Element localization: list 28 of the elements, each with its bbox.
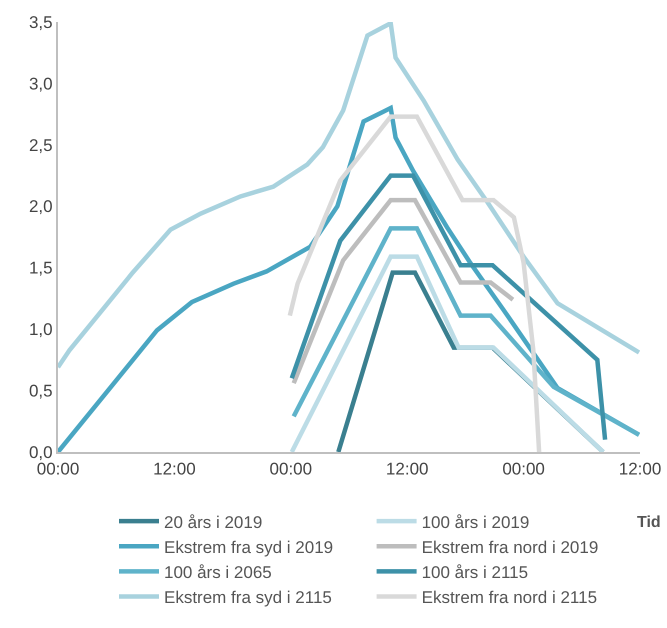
x-tick-label: 00:00 — [36, 459, 80, 478]
y-tick-label: 2,0 — [28, 197, 53, 216]
line-series — [58, 22, 640, 370]
legend-label: Ekstrem fra syd i 2115 — [164, 588, 332, 608]
line-series — [290, 173, 608, 442]
x-tick-label: 12:00 — [153, 459, 196, 478]
x-tick-label: 12:00 — [618, 459, 662, 478]
x-tick-label: 12:00 — [386, 459, 428, 478]
x-tick-label: 00:00 — [270, 459, 312, 478]
y-tick-label: 3,0 — [28, 74, 53, 94]
legend-label: 100 års i 2065 — [164, 562, 272, 582]
x-axis-title: Tid — [637, 514, 661, 531]
legend-label: Ekstrem fra syd i 2019 — [164, 538, 334, 557]
y-tick-label: 1,0 — [28, 320, 53, 340]
y-tick-label: 2,5 — [28, 136, 53, 155]
legend-label: 100 års i 2115 — [422, 562, 528, 582]
legend-label: Ekstrem fra nord i 2115 — [422, 588, 598, 608]
line-series — [291, 198, 516, 386]
y-tick-label: 0,5 — [28, 382, 53, 401]
legend-label: 100 års i 2019 — [422, 512, 530, 532]
y-tick-label: 0,0 — [28, 442, 53, 462]
x-tick-label: 00:00 — [502, 459, 545, 478]
y-tick-label: 1,5 — [28, 258, 53, 278]
legend-label: Ekstrem fra nord i 2019 — [422, 538, 598, 557]
y-tick-label: 3,5 — [28, 12, 53, 32]
legend-label: 20 års i 2019 — [164, 512, 262, 532]
line-series — [291, 226, 640, 438]
line-series — [288, 114, 542, 452]
